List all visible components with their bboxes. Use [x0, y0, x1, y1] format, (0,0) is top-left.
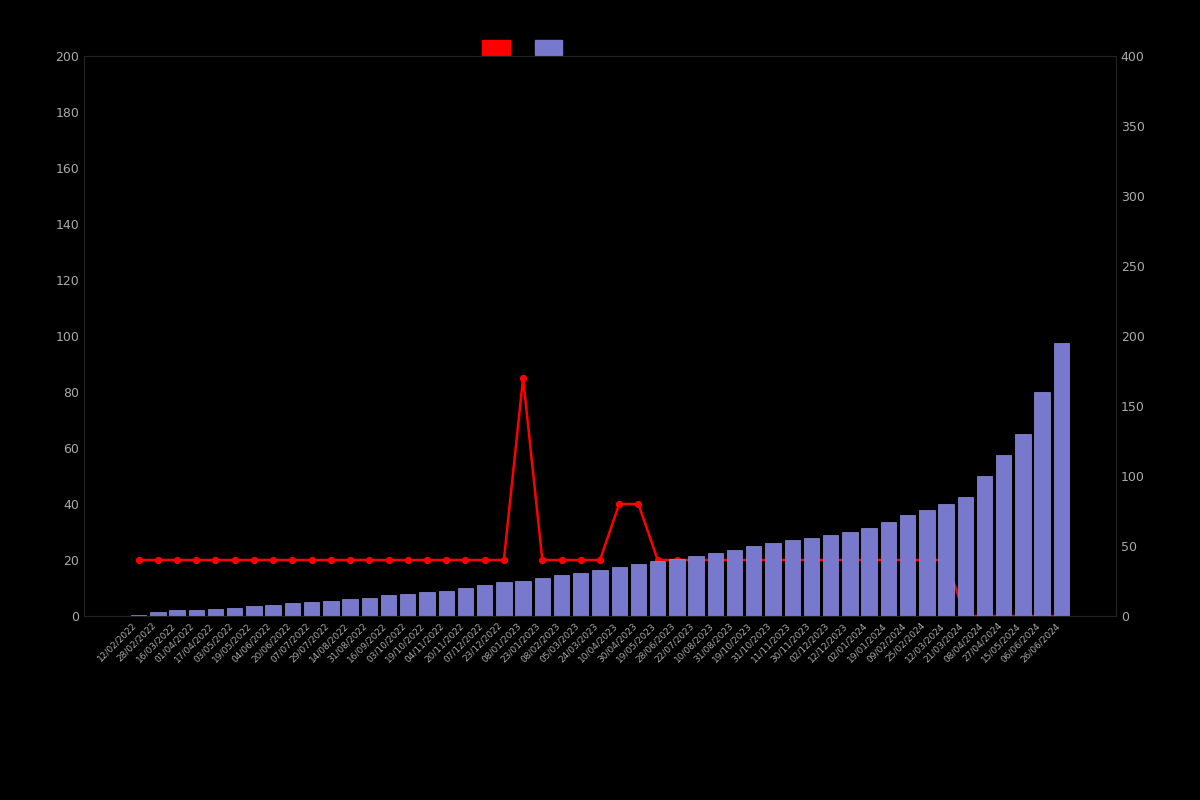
Bar [400, 594, 415, 616]
Bar [265, 605, 281, 616]
Point [898, 554, 917, 566]
Bar [631, 564, 646, 616]
Point [1032, 610, 1051, 622]
Point [379, 554, 398, 566]
Bar [323, 601, 338, 616]
Bar [496, 582, 511, 616]
Point [782, 554, 802, 566]
Point [322, 554, 341, 566]
Point [974, 610, 994, 622]
Point [149, 554, 168, 566]
Bar [996, 455, 1012, 616]
Point [398, 554, 418, 566]
Bar [150, 612, 166, 616]
Bar [304, 602, 319, 616]
Bar [689, 556, 704, 616]
Bar [650, 562, 665, 616]
Point [437, 554, 456, 566]
Point [936, 554, 955, 566]
Point [667, 554, 686, 566]
Point [859, 554, 878, 566]
Bar [574, 573, 588, 616]
Bar [919, 510, 935, 616]
Bar [670, 558, 684, 616]
Bar [208, 609, 223, 616]
Point [955, 610, 974, 622]
Bar [284, 603, 300, 616]
Point [802, 554, 821, 566]
Bar [958, 497, 973, 616]
Point [725, 554, 744, 566]
Point [264, 554, 283, 566]
Point [245, 554, 264, 566]
Point [1052, 610, 1072, 622]
Bar [727, 550, 743, 616]
Bar [246, 606, 262, 616]
Point [763, 554, 782, 566]
Point [418, 554, 437, 566]
Bar [612, 567, 626, 616]
Point [1013, 610, 1032, 622]
Point [456, 554, 475, 566]
Bar [842, 532, 858, 616]
Bar [977, 476, 992, 616]
Point [878, 554, 898, 566]
Bar [862, 528, 877, 616]
Bar [227, 608, 242, 616]
Point [341, 554, 360, 566]
Bar [554, 575, 569, 616]
Bar [342, 599, 358, 616]
Point [917, 554, 936, 566]
Point [360, 554, 379, 566]
Bar [1015, 434, 1031, 616]
Point [187, 554, 206, 566]
Point [629, 498, 648, 510]
Bar [535, 578, 550, 616]
Bar [804, 538, 820, 616]
Point [494, 554, 514, 566]
Bar [746, 546, 762, 616]
Point [475, 554, 494, 566]
Point [283, 554, 302, 566]
Point [648, 554, 667, 566]
Bar [1034, 392, 1050, 616]
Point [514, 371, 533, 385]
Point [840, 554, 859, 566]
Point [610, 498, 629, 510]
Point [821, 554, 840, 566]
Bar [516, 581, 530, 616]
Legend: , : , [476, 35, 580, 61]
Point [302, 554, 322, 566]
Bar [881, 522, 896, 616]
Bar [457, 588, 473, 616]
Bar [823, 534, 839, 616]
Bar [380, 595, 396, 616]
Bar [131, 614, 146, 616]
Bar [938, 504, 954, 616]
Bar [1054, 343, 1069, 616]
Bar [438, 590, 454, 616]
Bar [785, 541, 800, 616]
Bar [476, 586, 492, 616]
Point [168, 554, 187, 566]
Bar [419, 592, 434, 616]
Bar [593, 570, 607, 616]
Point [128, 554, 148, 566]
Point [744, 554, 763, 566]
Point [994, 610, 1013, 622]
Bar [766, 543, 781, 616]
Point [533, 554, 552, 566]
Point [590, 554, 610, 566]
Bar [188, 610, 204, 616]
Bar [708, 553, 724, 616]
Point [206, 554, 226, 566]
Point [552, 554, 571, 566]
Bar [361, 598, 377, 616]
Bar [900, 515, 916, 616]
Point [571, 554, 590, 566]
Point [686, 554, 706, 566]
Bar [169, 610, 185, 616]
Point [706, 554, 725, 566]
Point [226, 554, 245, 566]
